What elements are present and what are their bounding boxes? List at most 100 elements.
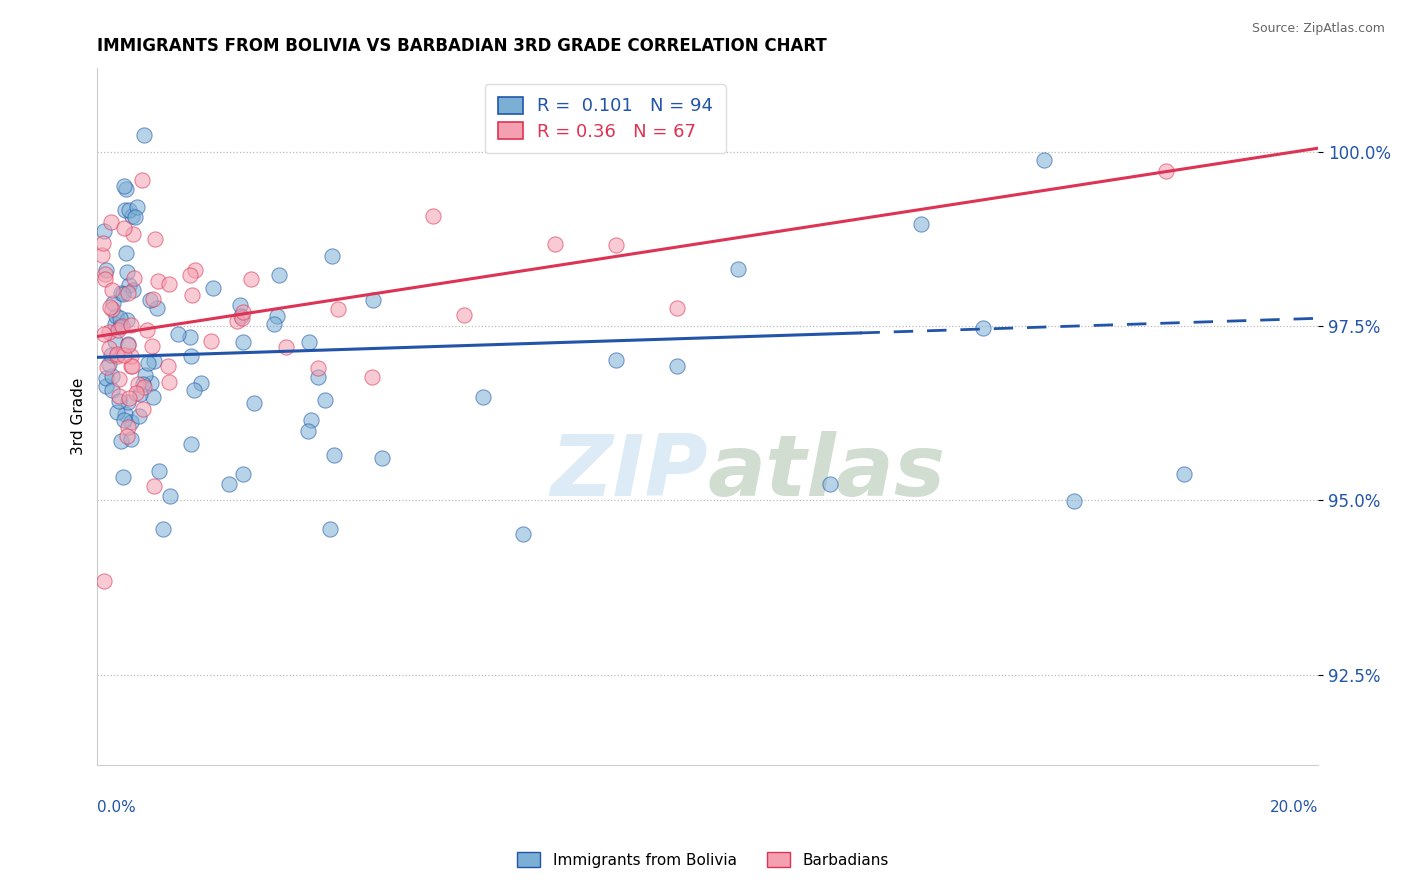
Point <box>112 287 135 301</box>
Point <box>605 238 627 252</box>
Point <box>139 376 162 391</box>
Point <box>120 318 142 333</box>
Point <box>115 246 138 260</box>
Point <box>274 340 297 354</box>
Point <box>132 380 155 394</box>
Point <box>101 369 124 384</box>
Point <box>124 386 146 401</box>
Point <box>229 310 252 324</box>
Point <box>120 415 142 429</box>
Point <box>104 334 127 349</box>
Point <box>544 237 567 252</box>
Text: 0.0%: 0.0% <box>97 800 136 815</box>
Text: 20.0%: 20.0% <box>1270 800 1319 815</box>
Point <box>232 467 254 481</box>
Point <box>96 379 118 393</box>
Point <box>818 476 841 491</box>
Point <box>666 359 689 374</box>
Point <box>307 361 329 376</box>
Text: IMMIGRANTS FROM BOLIVIA VS BARBADIAN 3RD GRADE CORRELATION CHART: IMMIGRANTS FROM BOLIVIA VS BARBADIAN 3RD… <box>97 37 827 55</box>
Point <box>112 413 135 427</box>
Point <box>179 329 201 343</box>
Point <box>226 314 249 328</box>
Point <box>132 401 155 416</box>
Point <box>108 372 131 386</box>
Point <box>100 215 122 229</box>
Point <box>107 322 129 336</box>
Point <box>101 384 124 398</box>
Point <box>108 394 131 409</box>
Point <box>110 285 132 300</box>
Point <box>117 392 139 406</box>
Point <box>157 359 180 373</box>
Point <box>1063 494 1085 508</box>
Point <box>141 292 163 306</box>
Legend: Immigrants from Bolivia, Barbadians: Immigrants from Bolivia, Barbadians <box>510 845 896 875</box>
Point <box>124 270 146 285</box>
Point <box>180 287 202 301</box>
Point <box>134 368 156 382</box>
Point <box>131 376 153 391</box>
Point <box>179 268 201 282</box>
Point <box>141 339 163 353</box>
Point <box>231 311 253 326</box>
Point <box>184 263 207 277</box>
Point <box>110 320 132 334</box>
Point <box>112 348 135 362</box>
Point <box>307 370 329 384</box>
Point <box>512 527 534 541</box>
Point <box>97 357 120 371</box>
Point <box>121 209 143 223</box>
Text: ZIP: ZIP <box>550 431 707 514</box>
Point <box>136 322 159 336</box>
Point <box>121 283 143 297</box>
Point <box>202 281 225 295</box>
Point <box>115 264 138 278</box>
Point <box>145 232 167 246</box>
Point <box>229 298 252 312</box>
Point <box>136 356 159 370</box>
Point <box>108 389 131 403</box>
Point <box>972 320 994 334</box>
Point <box>152 522 174 536</box>
Point <box>159 489 181 503</box>
Point <box>104 309 127 323</box>
Point <box>94 267 117 281</box>
Point <box>472 390 495 404</box>
Point <box>157 277 180 291</box>
Point <box>180 349 202 363</box>
Point <box>361 293 384 307</box>
Point <box>104 318 127 332</box>
Point <box>321 249 343 263</box>
Point <box>131 173 153 187</box>
Point <box>110 434 132 448</box>
Point <box>93 574 115 589</box>
Point <box>100 348 122 362</box>
Point <box>422 209 444 223</box>
Point <box>157 376 180 390</box>
Point <box>183 383 205 397</box>
Legend: R =  0.101   N = 94, R = 0.36   N = 67: R = 0.101 N = 94, R = 0.36 N = 67 <box>485 84 725 153</box>
Point <box>117 420 139 434</box>
Point <box>105 405 128 419</box>
Point <box>1173 467 1195 482</box>
Point <box>146 301 169 315</box>
Point <box>100 283 122 297</box>
Point <box>101 296 124 310</box>
Point <box>129 387 152 401</box>
Point <box>105 346 128 360</box>
Point <box>328 301 350 316</box>
Point <box>361 370 384 384</box>
Point <box>139 293 162 308</box>
Point <box>605 352 627 367</box>
Point <box>299 413 322 427</box>
Y-axis label: 3rd Grade: 3rd Grade <box>72 378 86 455</box>
Point <box>120 349 142 363</box>
Point <box>117 338 139 352</box>
Point <box>93 327 115 342</box>
Point <box>190 376 212 391</box>
Point <box>122 227 145 241</box>
Point <box>114 203 136 218</box>
Point <box>143 479 166 493</box>
Point <box>298 334 321 349</box>
